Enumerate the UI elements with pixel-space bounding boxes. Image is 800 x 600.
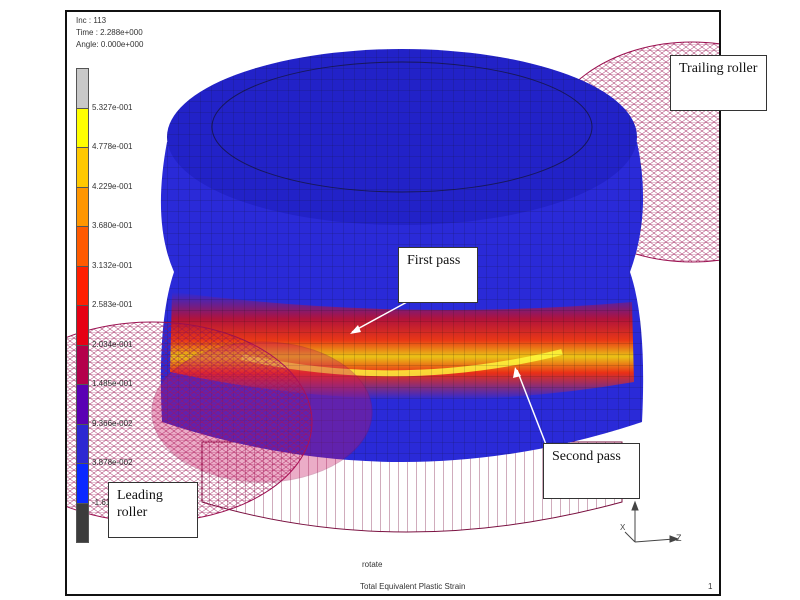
axis-triad	[624, 500, 680, 543]
legend-swatch	[76, 344, 89, 385]
first-pass-arrow	[351, 301, 408, 333]
second-pass-arrow	[516, 369, 548, 448]
legend-label: 2.034e-001	[92, 339, 133, 349]
result-quantity-label: Total Equivalent Plastic Strain	[360, 582, 466, 591]
legend-label: 1.485e-001	[92, 379, 133, 388]
view-mode-label: rotate	[362, 560, 383, 569]
increment-label: Inc : 113	[76, 16, 107, 25]
callout-second-pass: Second pass	[543, 443, 640, 499]
callout-leading-roller: Leading roller	[108, 482, 198, 538]
legend-swatch	[76, 68, 89, 109]
legend-label: 9.366e-002	[92, 418, 133, 428]
legend-label: 3.878e-002	[92, 458, 133, 467]
axis-x-label: X	[620, 523, 626, 532]
legend-swatch	[76, 186, 89, 227]
legend-label: 5.327e-001	[92, 102, 133, 112]
angle-label: Angle: 0.000e+000	[76, 40, 144, 49]
legend-swatch	[76, 265, 89, 306]
callout-first-pass: First pass	[398, 247, 478, 303]
legend-label: 3.132e-001	[92, 260, 133, 270]
legend-swatch	[76, 502, 89, 543]
axis-z-label: Z	[676, 533, 682, 543]
callout-trailing-roller: Trailing roller	[670, 55, 767, 111]
legend-label: 2.583e-001	[92, 300, 133, 309]
legend-swatch	[76, 147, 89, 188]
time-label: Time : 2.288e+000	[76, 28, 143, 37]
legend-label: 4.778e-001	[92, 142, 133, 151]
legend-swatch	[76, 305, 89, 346]
legend-label: 4.229e-001	[92, 181, 133, 191]
page-number: 1	[708, 582, 713, 591]
legend-swatch	[76, 226, 89, 267]
legend-label: 3.680e-001	[92, 221, 133, 230]
legend-swatch	[76, 423, 89, 464]
legend-swatch	[76, 463, 89, 504]
legend-swatch	[76, 384, 89, 425]
billet-base-mesh	[201, 441, 623, 533]
legend-swatch	[76, 107, 89, 148]
